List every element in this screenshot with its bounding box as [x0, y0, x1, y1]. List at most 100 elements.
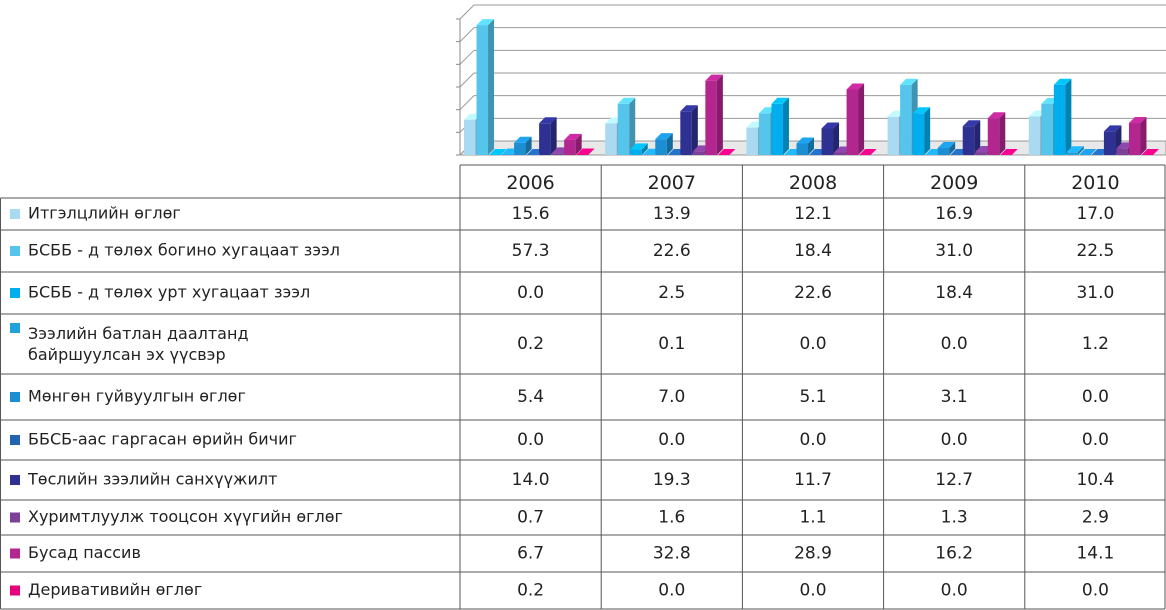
data-label: 7.0 — [658, 387, 685, 407]
data-label: 0.0 — [941, 430, 968, 450]
bar-side — [858, 83, 865, 155]
bar-front — [1103, 131, 1116, 155]
data-label: 10.4 — [1076, 470, 1114, 490]
data-label: 18.4 — [935, 283, 973, 303]
data-label: 0.0 — [658, 430, 685, 450]
x-tick-label: 2007 — [648, 172, 696, 194]
data-label: 22.5 — [1076, 241, 1114, 261]
bar — [987, 112, 1006, 155]
legend-label: Деривативийн өглөг — [28, 580, 202, 599]
x-tick-label: 2010 — [1071, 172, 1119, 194]
bar — [705, 74, 723, 155]
bar-front — [1128, 123, 1141, 155]
bar-top — [1103, 125, 1122, 132]
data-label: 31.0 — [935, 241, 973, 261]
bar-front — [605, 123, 617, 155]
legend-label: Төслийн зээлийн санхүүжилт — [27, 470, 277, 489]
data-label: 17.0 — [1076, 204, 1114, 224]
data-label: 16.2 — [935, 544, 973, 564]
data-label: 32.8 — [653, 544, 691, 564]
data-label: 22.6 — [794, 283, 832, 303]
bar-top — [489, 149, 507, 155]
legend-label: ББСБ-аас гаргасан өрийн бичиг — [28, 430, 297, 449]
data-label: 28.9 — [794, 544, 832, 564]
legend-swatch — [10, 392, 20, 402]
bar-side — [808, 137, 814, 155]
bar-top — [717, 149, 736, 155]
bar-front — [887, 116, 900, 155]
bar-side — [550, 117, 557, 155]
bar-side — [1065, 78, 1072, 155]
bar-front — [1116, 148, 1128, 155]
bar-top — [912, 107, 931, 114]
data-label: 5.4 — [517, 387, 544, 407]
bar — [476, 19, 495, 156]
legend-swatch — [10, 209, 20, 219]
bar-front — [476, 25, 489, 156]
bar-side — [716, 74, 723, 155]
bar-top — [846, 83, 865, 90]
bar-top — [1000, 149, 1018, 155]
grid-line — [459, 95, 1166, 111]
x-tick-label: 2009 — [930, 172, 978, 194]
legend-label: Хуримтлуулж тооцсон хүүгийн өглөг — [28, 507, 343, 526]
bar-top — [655, 133, 673, 140]
bar-side — [833, 122, 840, 155]
bar-top — [705, 74, 723, 81]
grid-line — [459, 4, 1166, 20]
bar-top — [617, 97, 636, 104]
legend-line: байршуулсан эх үүсвэр — [28, 345, 226, 364]
bar-front — [962, 126, 975, 155]
x-tick-label: 2006 — [506, 172, 554, 194]
bar-front — [937, 147, 950, 155]
bar-front — [758, 113, 771, 155]
bar-front — [987, 118, 1000, 155]
bar-front — [975, 152, 987, 155]
bar — [912, 107, 931, 155]
bar-front — [912, 113, 925, 155]
data-label: 0.0 — [799, 430, 826, 450]
bar — [576, 148, 595, 155]
data-label: 0.1 — [658, 334, 685, 354]
bar — [859, 149, 877, 155]
bar-front — [1041, 104, 1053, 155]
legend-label: Бусад пассив — [28, 543, 141, 562]
data-label: 6.7 — [517, 544, 544, 564]
legend-swatch — [10, 585, 20, 596]
bar-top — [539, 117, 557, 124]
data-label: 15.6 — [512, 204, 550, 224]
legend-label: Зээлийн батлан даалтанд байршуулсан эх үү… — [28, 324, 249, 364]
data-label: 19.3 — [653, 470, 691, 490]
bar-side — [525, 136, 532, 155]
bar-side — [949, 141, 956, 155]
bar — [617, 97, 636, 155]
bar — [771, 97, 789, 155]
bar — [680, 105, 698, 155]
data-label: 0.0 — [799, 334, 826, 354]
bar — [846, 83, 865, 155]
legend-label: БСББ - д төлөх богино хугацаат зээл — [28, 241, 340, 260]
data-label: 1.6 — [658, 508, 685, 528]
data-label: 1.2 — [1082, 334, 1109, 354]
data-label: 0.0 — [799, 581, 826, 601]
bar-front — [846, 89, 859, 155]
data-label: 22.6 — [653, 241, 691, 261]
bar-top — [771, 97, 789, 104]
bar — [962, 120, 981, 155]
legend-label: БСББ - д төлөх урт хугацаат зээл — [28, 283, 310, 302]
bar-top — [987, 112, 1006, 119]
legend-swatch — [10, 512, 20, 523]
x-tick-label: 2008 — [789, 172, 837, 194]
bar — [489, 149, 507, 155]
data-label: 12.1 — [794, 204, 832, 224]
bar-top — [576, 148, 595, 155]
bar-side — [629, 97, 636, 155]
bar — [1078, 149, 1097, 155]
bar-side — [666, 133, 673, 155]
legend-label: Мөнгөн гуйвуулгын өглөг — [28, 387, 246, 406]
bar — [717, 149, 736, 155]
bar-top — [1066, 146, 1084, 153]
legend-swatch — [10, 246, 20, 256]
bar-top — [900, 78, 918, 85]
